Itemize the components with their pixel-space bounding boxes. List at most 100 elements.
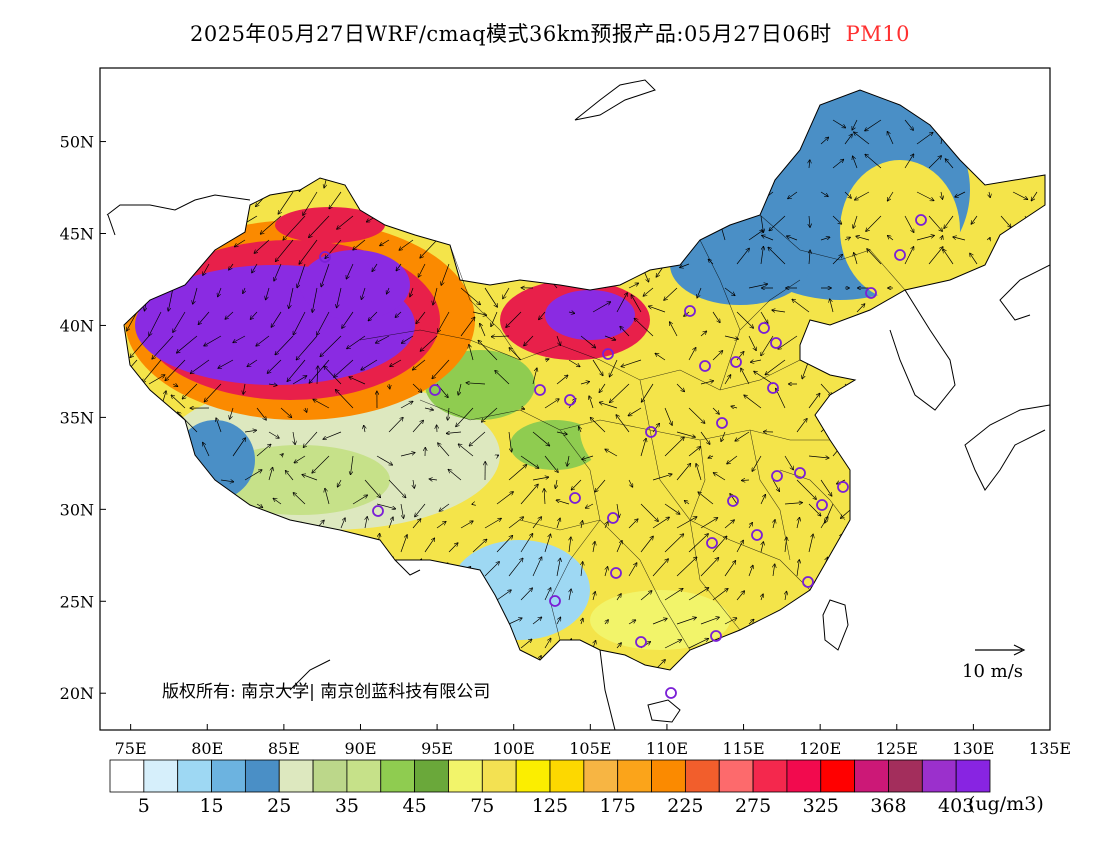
wind-arrow: [988, 335, 1000, 348]
wind-arrow: [581, 562, 583, 577]
wind-arrow: [761, 119, 763, 130]
pollutant-name: PM10: [845, 22, 911, 46]
wind-arrow: [275, 335, 294, 355]
wind-arrow: [940, 662, 948, 670]
wind-arrow: [875, 503, 882, 508]
wind-arrow: [148, 504, 162, 505]
wind-arrow: [928, 247, 943, 265]
wind-arrow: [1012, 559, 1016, 577]
wind-arrow: [699, 167, 714, 184]
wind-arrow: [916, 236, 934, 241]
wind-arrow: [952, 641, 959, 649]
wind-arrow: [556, 335, 560, 345]
wind-arrow: [940, 561, 950, 577]
city-marker: [607, 512, 619, 524]
wind-arrow: [820, 479, 832, 496]
wind-arrow: [460, 235, 469, 241]
wind-arrow: [844, 134, 852, 145]
wind-arrow: [1032, 236, 1038, 241]
wind-arrow: [143, 359, 162, 383]
wind-arrow: [496, 641, 509, 649]
wind-arrow: [244, 430, 256, 432]
wind-arrow: [1024, 639, 1030, 649]
wind-arrow: [124, 143, 126, 164]
wind-arrow: [652, 181, 666, 193]
wind-arrow: [904, 247, 914, 265]
wind-arrow: [304, 543, 312, 553]
wind-arrow: [688, 447, 700, 457]
city-marker: [770, 337, 782, 349]
wind-arrow: [429, 479, 438, 480]
wind-arrow: [989, 238, 990, 240]
legend-swatch: [143, 759, 179, 793]
wind-arrow: [302, 475, 318, 481]
wind-arrow: [395, 311, 402, 317]
wind-arrow: [232, 639, 249, 649]
wind-arrow: [312, 455, 330, 473]
wind-arrow: [913, 311, 930, 331]
wind-arrow: [585, 215, 594, 231]
wind-arrow: [866, 215, 882, 231]
lat-tick-label: 50N: [60, 133, 94, 152]
wind-arrow: [388, 557, 393, 577]
wind-arrow: [724, 656, 737, 670]
wind-arrow: [508, 465, 527, 481]
wind-arrow: [349, 377, 366, 385]
wind-arrow: [1024, 300, 1037, 313]
wind-arrow: [685, 501, 690, 504]
japan-kyushu: [964, 404, 1050, 491]
wind-arrow: [460, 521, 473, 529]
city-marker: [569, 492, 581, 504]
wind-arrow: [773, 621, 774, 624]
wind-arrow: [230, 167, 234, 175]
wind-arrow: [520, 588, 532, 601]
wind-arrow: [321, 263, 330, 287]
legend-swatch: [921, 759, 957, 793]
wind-arrow: [964, 517, 971, 529]
wind-arrow: [400, 639, 408, 649]
copyright-text: 版权所有: 南京大学| 南京创蓝科技有限公司: [162, 682, 490, 702]
wind-arrow: [940, 518, 951, 529]
wind-arrow: [148, 430, 154, 432]
lon-tick-label: 125E: [876, 739, 918, 758]
wind-arrow: [940, 471, 960, 481]
wind-arrow: [280, 539, 294, 553]
wind-arrow: [928, 156, 941, 169]
wind-arrow: [496, 167, 505, 181]
wind-arrow: [789, 136, 798, 145]
wind-arrow: [191, 359, 210, 373]
wind-arrow: [1000, 157, 1012, 169]
wind-arrow: [441, 263, 450, 285]
wind-arrow: [309, 215, 330, 237]
wind-arrow: [761, 594, 763, 601]
wind-arrow: [402, 335, 414, 343]
legend-swatch: [888, 759, 923, 793]
wind-arrow: [365, 618, 367, 625]
wind-arrow: [736, 311, 753, 328]
wind-arrow: [1036, 563, 1043, 577]
field-northeast-yellow: [840, 160, 960, 300]
wind-arrow: [293, 311, 306, 335]
wind-arrow: [484, 663, 495, 670]
wind-arrow: [880, 640, 898, 649]
wind-arrow: [268, 520, 284, 529]
wind-arrow: [809, 160, 810, 169]
lon-tick-label: 115E: [722, 739, 764, 758]
wind-arrow: [186, 191, 198, 205]
wind-arrow: [868, 618, 886, 625]
wind-arrow: [952, 455, 973, 473]
wind-arrow: [142, 479, 150, 489]
wind-arrow: [916, 566, 927, 577]
wind-arrow: [727, 455, 738, 464]
city-marker: [429, 384, 441, 396]
wind-arrow: [400, 588, 407, 601]
wind-arrow: [420, 335, 438, 351]
wind-arrow: [950, 352, 954, 361]
wind-arrow: [152, 455, 162, 466]
wind-arrow: [443, 167, 450, 190]
wind-arrow: [503, 287, 510, 299]
wind-arrow: [509, 348, 522, 361]
wind-arrow: [243, 287, 245, 293]
city-marker: [758, 322, 770, 334]
wind-arrow: [832, 215, 842, 224]
